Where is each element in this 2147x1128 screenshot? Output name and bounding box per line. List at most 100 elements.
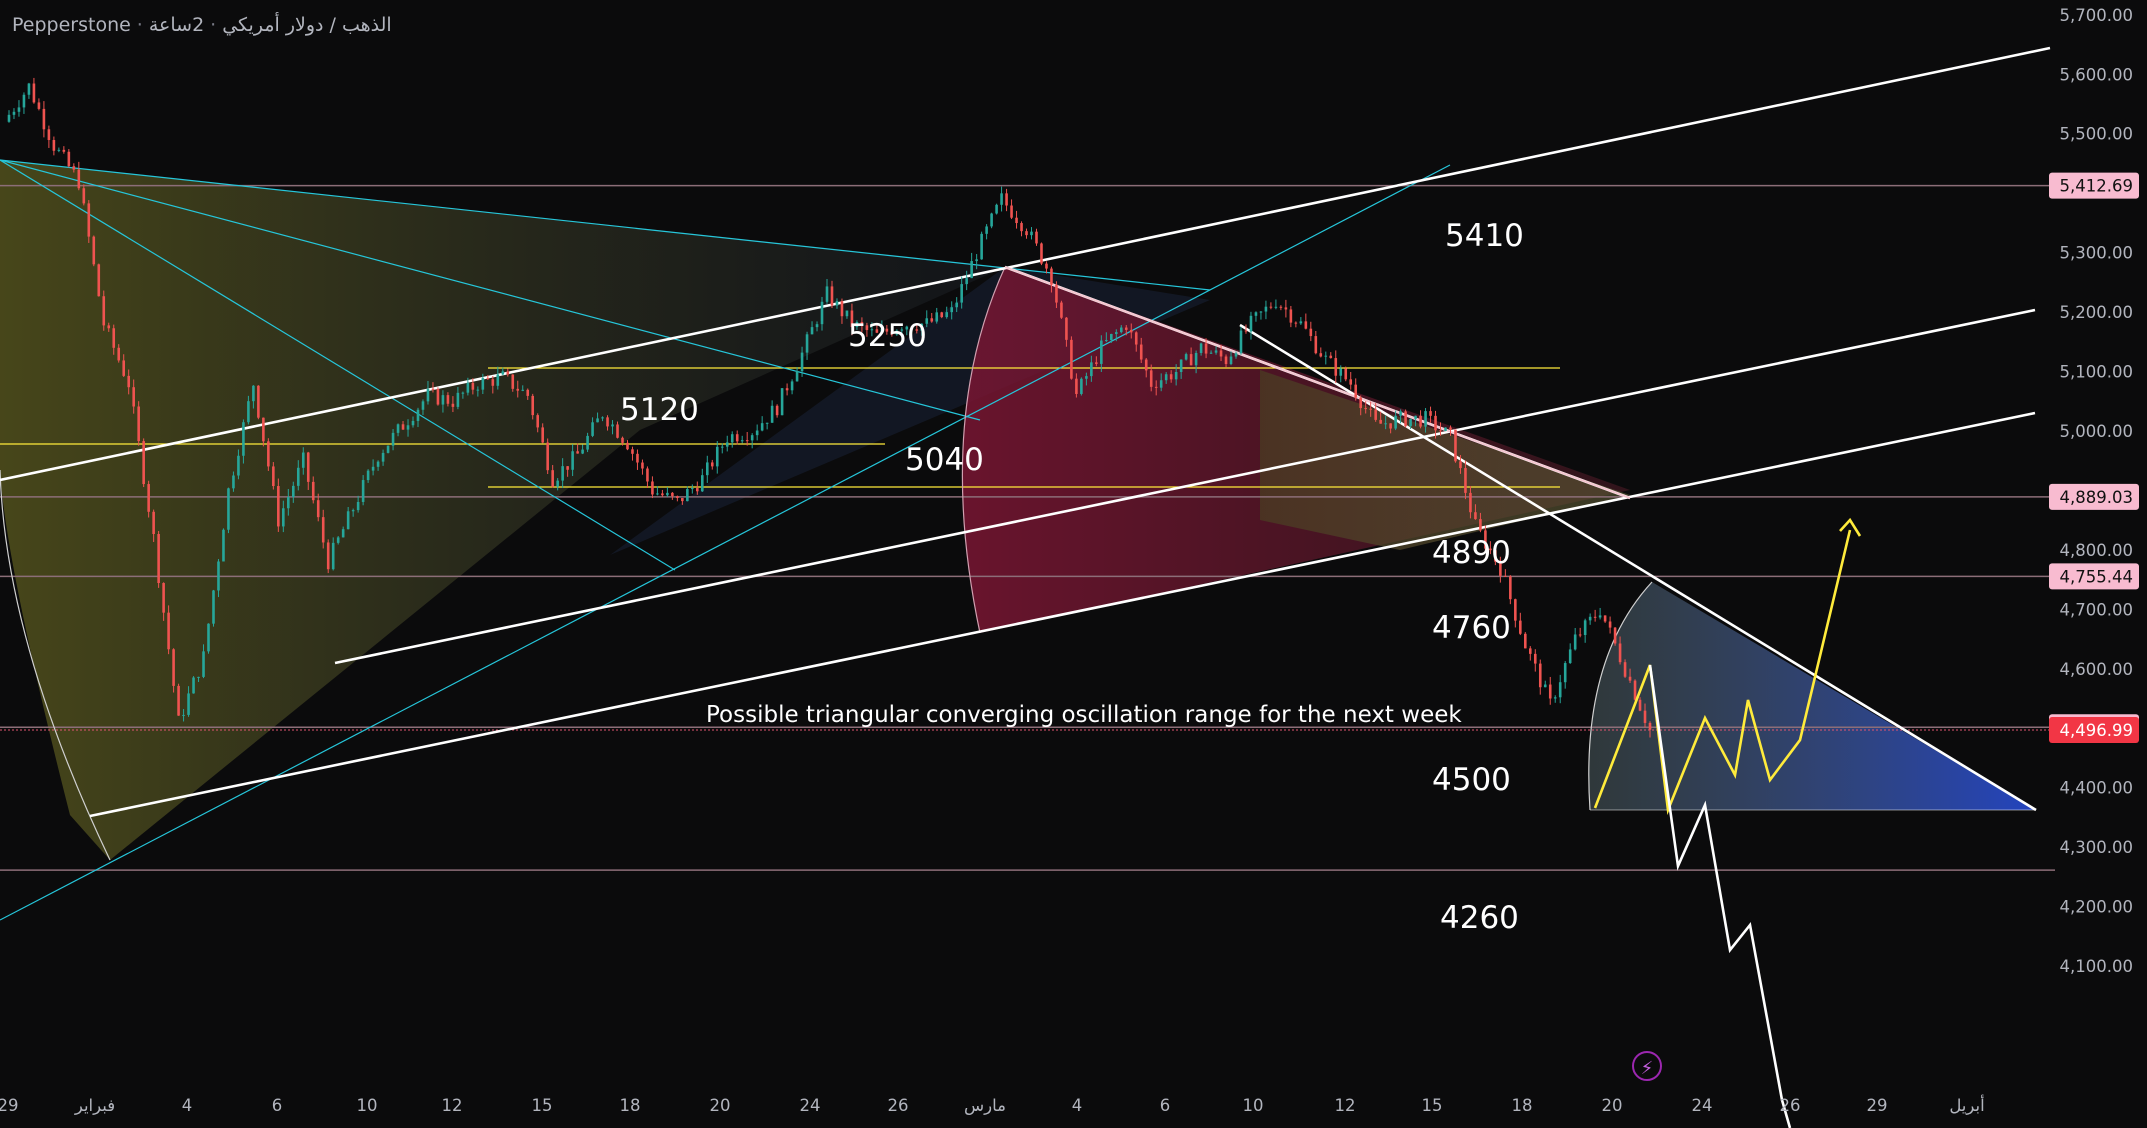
y-tick-label: 5,300.00 [2060, 244, 2133, 263]
candle-body [581, 449, 584, 454]
candle-body [940, 312, 944, 318]
candle-body [1050, 268, 1053, 285]
candle-body [755, 430, 759, 436]
candle-body [112, 328, 116, 348]
candle-body [122, 360, 126, 376]
x-tick-label: 10 [1243, 1096, 1264, 1115]
candle-body [1234, 353, 1238, 357]
candle-body [267, 441, 270, 467]
candle-body [287, 497, 290, 509]
candle-body [1374, 409, 1377, 420]
candle-body [182, 714, 185, 716]
y-tick-label: 4,600.00 [2060, 660, 2133, 679]
forecast-triangle-fill [1588, 582, 2036, 810]
candle-body [935, 312, 939, 322]
candle-body [1289, 309, 1293, 323]
level-label-5410: 5410 [1445, 218, 1524, 254]
x-tick-label: 12 [1335, 1096, 1356, 1115]
candle-body [815, 324, 819, 328]
candle-body [1533, 653, 1537, 664]
candle-body [965, 278, 968, 285]
candle-body [900, 329, 904, 331]
candle-body [1194, 352, 1198, 366]
candle-body [376, 461, 380, 467]
candle-body [62, 149, 66, 152]
candle-body [1164, 374, 1168, 381]
candle-body [930, 318, 934, 322]
candle-body [461, 392, 465, 394]
candle-body [331, 542, 335, 570]
candle-body [681, 498, 684, 502]
candle-body [1603, 615, 1607, 622]
x-tick-label: 18 [1512, 1096, 1533, 1115]
candle-body [995, 204, 998, 214]
candle-body [666, 492, 669, 496]
candle-body [621, 437, 624, 443]
candle-body [1419, 415, 1422, 427]
candle-body [1249, 315, 1253, 332]
candle-body [32, 83, 36, 103]
candle-body [686, 489, 689, 502]
candle-body [845, 310, 849, 317]
candle-body [676, 496, 679, 499]
lightning-alert-icon[interactable]: ⚡ [1632, 1051, 1662, 1081]
level-label-4500: 4500 [1432, 762, 1511, 798]
candle-body [107, 325, 111, 329]
candle-body [252, 385, 255, 402]
candle-body [1095, 362, 1098, 364]
candle-body [1010, 205, 1013, 218]
candle-body [1329, 355, 1333, 359]
candle-body [970, 261, 973, 279]
fan-arc-right [961, 266, 1006, 634]
candle-body [306, 452, 310, 482]
candle-body [142, 441, 145, 485]
candle-body [1633, 680, 1637, 700]
candle-body [576, 451, 579, 454]
candle-body [855, 321, 859, 328]
y-tick-label: 5,600.00 [2060, 65, 2133, 84]
candle-body [1224, 356, 1228, 365]
level-label-5040: 5040 [905, 442, 984, 478]
price-tag-label: 5,412.69 [2060, 177, 2133, 196]
y-tick-label: 4,400.00 [2060, 779, 2133, 798]
candle-body [526, 389, 530, 396]
candle-body [47, 129, 51, 141]
candle-body [720, 446, 724, 448]
candle-body [1489, 548, 1492, 551]
y-tick-label: 4,800.00 [2060, 541, 2133, 560]
candle-body [1469, 492, 1472, 513]
candle-body [411, 420, 415, 426]
candle-body [1110, 333, 1113, 341]
candle-body [1169, 374, 1173, 380]
candle-body [1553, 697, 1557, 699]
candle-body [775, 405, 779, 416]
candle-body [760, 423, 764, 431]
candle-body [1239, 330, 1243, 354]
candle-body [401, 424, 405, 430]
candle-body [57, 149, 61, 151]
candle-body [1189, 354, 1193, 366]
candle-body [1379, 419, 1382, 424]
y-tick-label: 4,100.00 [2060, 957, 2133, 976]
price-tag-bg [2049, 563, 2139, 590]
candle-body [1244, 330, 1248, 332]
candle-body [1119, 327, 1123, 333]
candle-body [1434, 415, 1437, 431]
candle-body [1578, 634, 1582, 636]
candle-body [1045, 263, 1048, 269]
candle-body [1359, 397, 1363, 409]
candle-body [1638, 699, 1642, 711]
candle-body [147, 484, 150, 512]
candle-body [860, 321, 864, 326]
candle-body [1558, 682, 1562, 698]
candle-body [1643, 710, 1647, 723]
price-tag-bg [2049, 483, 2139, 510]
candle-body [735, 434, 739, 442]
candle-body [1279, 306, 1283, 308]
candle-body [591, 422, 594, 436]
candle-body [925, 318, 929, 324]
candle-body [1139, 344, 1143, 360]
candle-body [626, 442, 629, 450]
candle-body [451, 403, 455, 407]
